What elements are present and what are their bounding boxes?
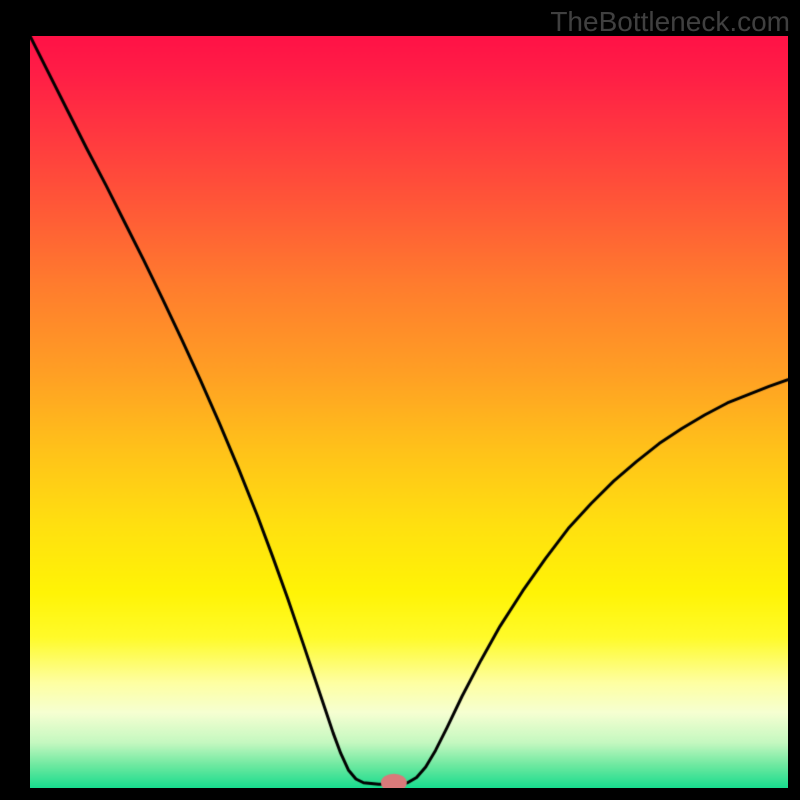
- chart-container: TheBottleneck.com: [0, 0, 800, 800]
- bottleneck-chart: [30, 36, 788, 788]
- watermark-label: TheBottleneck.com: [550, 6, 790, 38]
